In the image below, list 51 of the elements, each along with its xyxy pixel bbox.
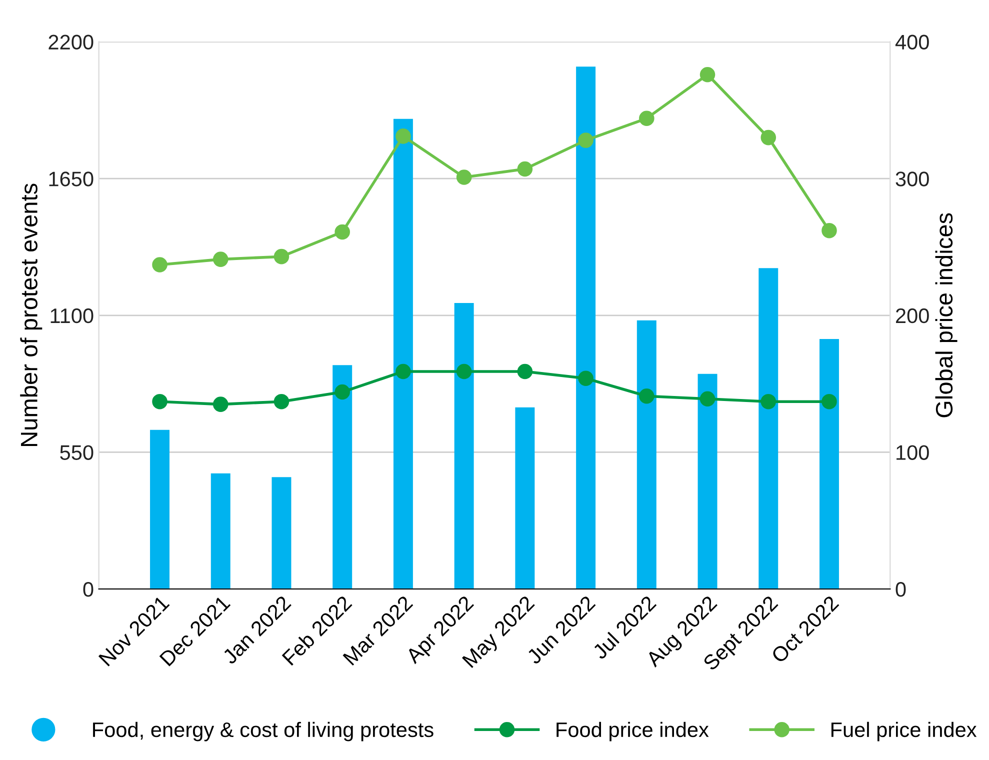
point [212,252,228,267]
y-axis-title: Number of protest events [20,184,42,446]
bar [820,339,839,589]
point [578,370,594,386]
bar [636,320,656,589]
bar [332,365,352,589]
point [274,394,290,410]
point [274,248,290,264]
point [456,364,472,380]
point [396,128,411,144]
point [639,110,654,126]
bar [150,430,170,589]
legend-label: Food price index [556,722,709,742]
y-tick-label: 2200 [48,34,94,50]
point [152,394,168,410]
y-tick-label: 1650 [49,172,94,186]
y-tick-label: 550 [60,445,94,460]
point [334,384,350,400]
point [456,170,472,185]
bar [758,268,778,589]
y-tick-label: 0 [83,582,94,597]
bar [272,477,292,589]
point [822,222,837,238]
point [822,394,837,410]
y2-tick-label: 200 [896,308,929,324]
y2-tick-label: 400 [895,34,929,50]
point [639,388,654,404]
point [152,257,168,272]
point [700,391,716,406]
y2-tick-label: 300 [896,172,929,186]
y2-axis-title: Global price indices [935,213,958,418]
bar [576,66,596,589]
point [212,396,228,412]
legend-label: Food, energy & cost of living protests [93,722,434,742]
bar [698,374,718,589]
y2-tick-label: 100 [896,445,929,460]
bar [210,473,230,589]
point [517,161,533,177]
point [760,394,776,410]
bar [515,407,535,589]
point [700,66,716,82]
legend-label: Fuel price index [831,722,977,742]
bar [454,302,474,589]
point [578,132,594,148]
bar [393,118,413,589]
y-tick-label: 1100 [50,308,94,324]
point [396,364,411,380]
point [334,224,350,240]
y2-tick-label: 0 [896,582,906,597]
point [517,364,533,380]
point [760,130,776,146]
